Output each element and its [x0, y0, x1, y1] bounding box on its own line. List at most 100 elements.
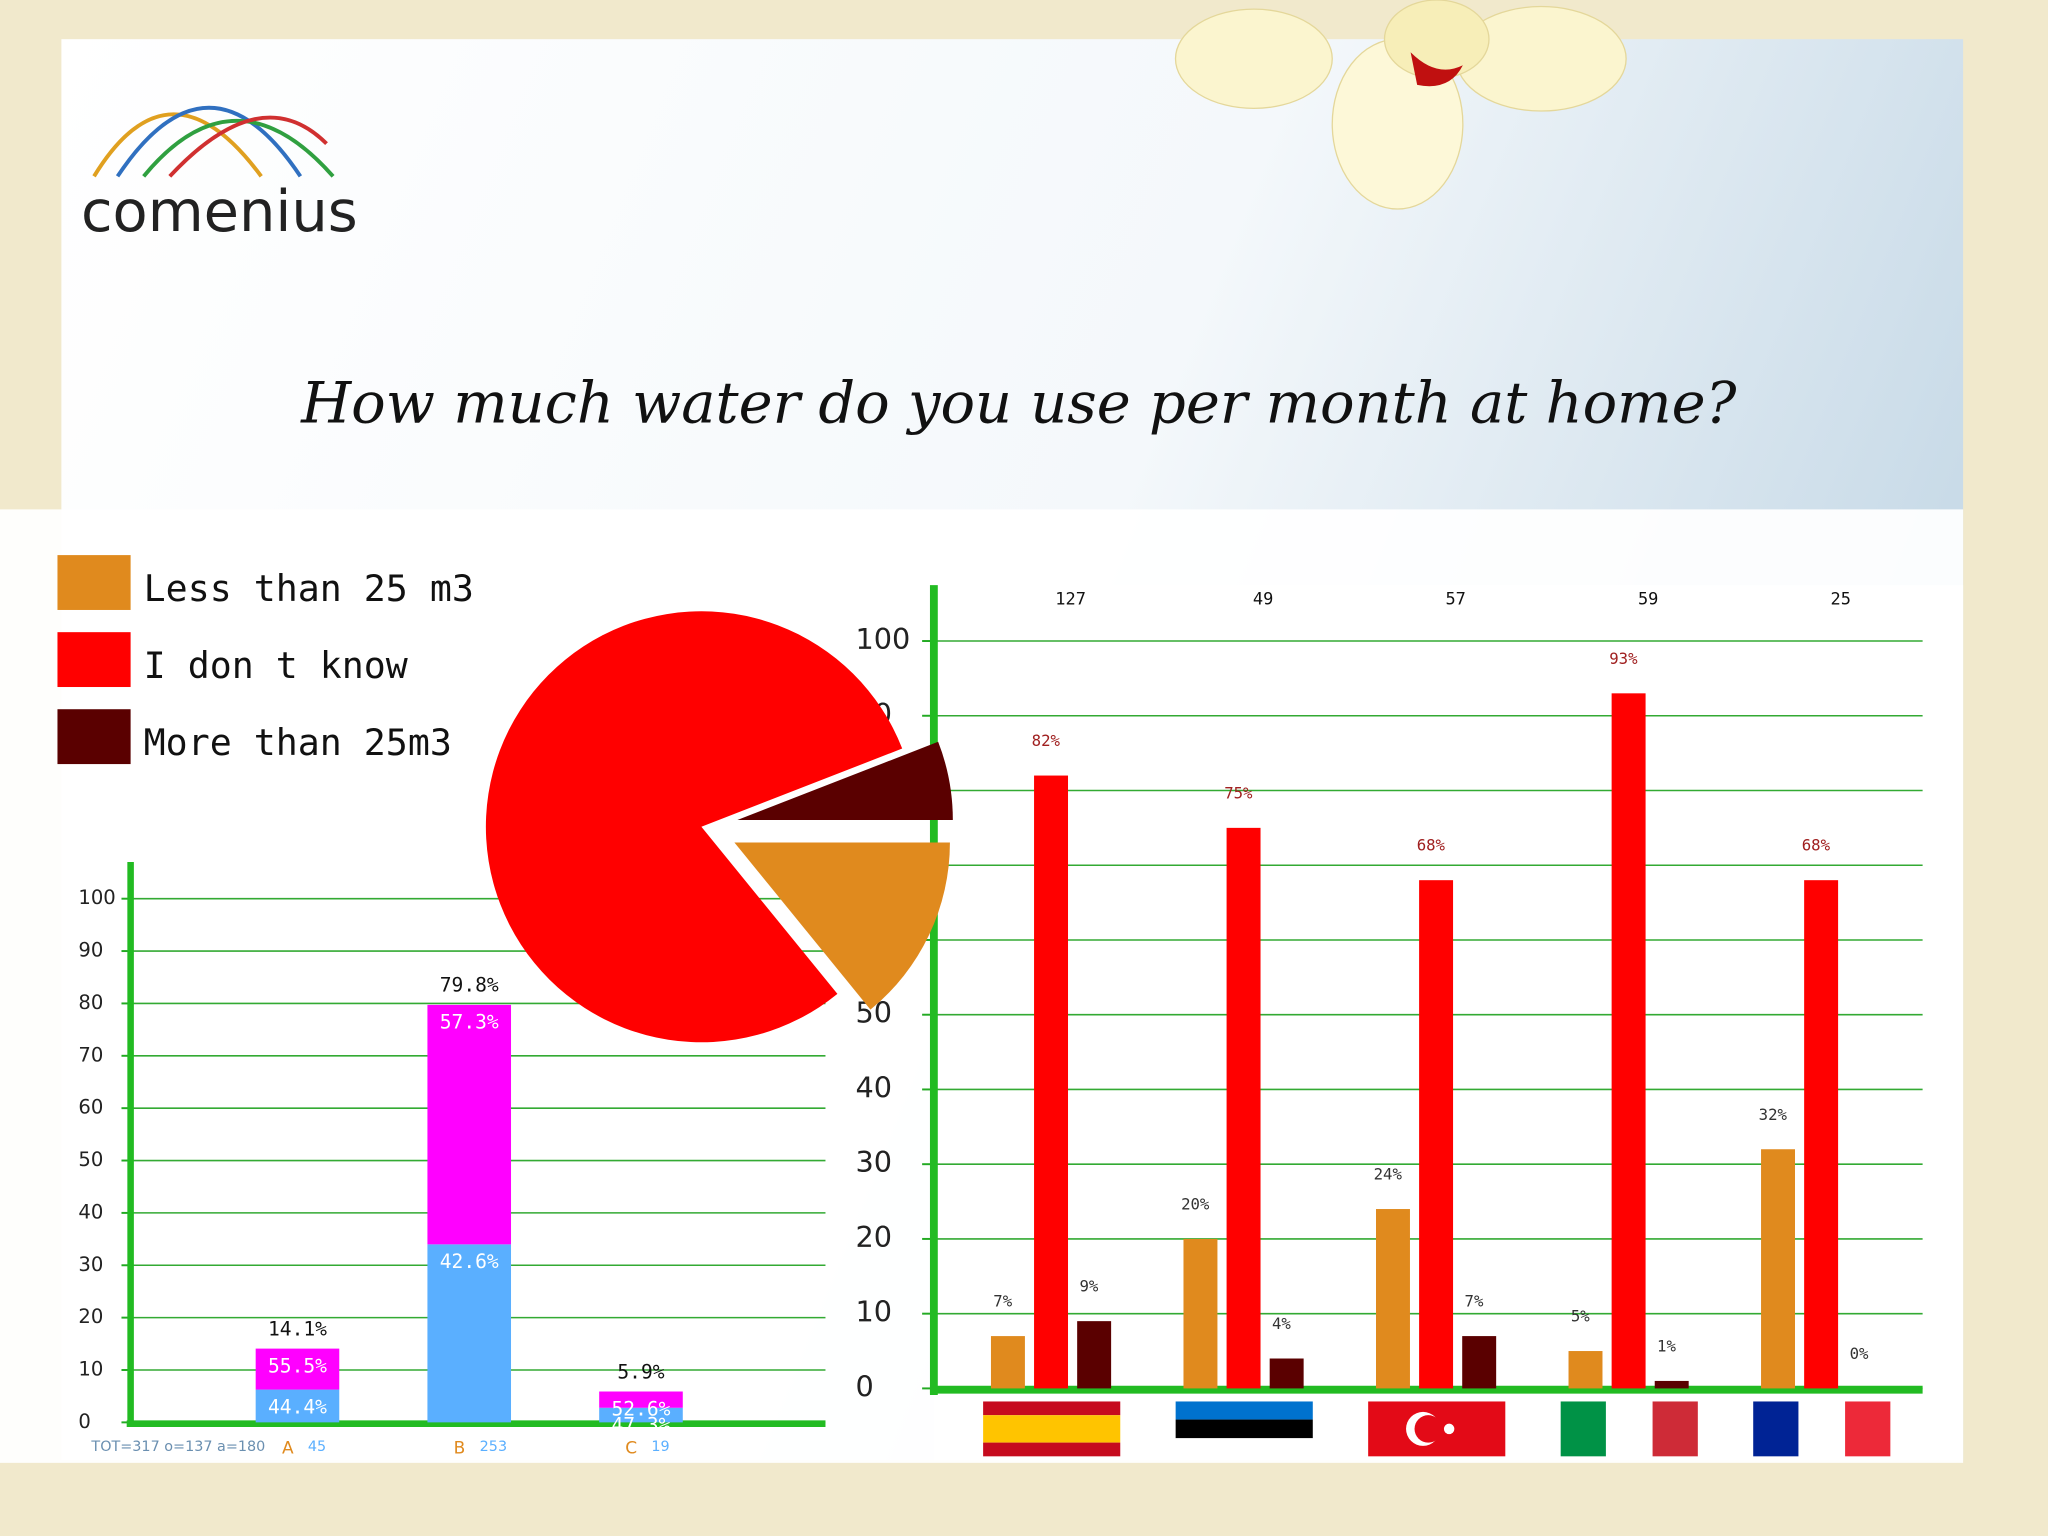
x-tick-label: A	[282, 1438, 294, 1458]
bar-label: 7%	[993, 1292, 1012, 1311]
segment-label: 47.3%	[612, 1414, 671, 1437]
bar-label: 82%	[1032, 731, 1061, 750]
bar-label: 32%	[1759, 1105, 1788, 1124]
bar-label: 5%	[1571, 1307, 1590, 1326]
bar	[1761, 1149, 1796, 1389]
legend-label: Less than 25 m3	[144, 567, 474, 610]
bar-segment	[255, 1389, 340, 1423]
segment-label: 57.3%	[440, 1011, 499, 1034]
y-tick-label: 0	[856, 1369, 874, 1403]
y-tick-label: 10	[856, 1295, 893, 1329]
group-total: 49	[1253, 590, 1273, 610]
legend-swatch	[57, 709, 131, 765]
group-total: 57	[1445, 590, 1465, 610]
flag-stripe	[1175, 1438, 1313, 1457]
y-tick-label: 0	[78, 1410, 90, 1433]
flag-stripe	[1652, 1401, 1698, 1457]
category-count: 19	[651, 1439, 669, 1455]
bar-label: 7%	[1465, 1292, 1484, 1311]
chart-footer: TOT=317 o=137 a=180	[90, 1439, 265, 1455]
group-total: 59	[1638, 590, 1658, 610]
bar	[1183, 1238, 1218, 1389]
segment-label: 55.5%	[268, 1354, 327, 1377]
bar-label: 9%	[1079, 1277, 1098, 1296]
flag-stripe	[1753, 1401, 1799, 1457]
bar	[1034, 775, 1069, 1389]
y-tick-label: 40	[856, 1070, 893, 1104]
y-tick-label: 100	[856, 622, 911, 656]
y-tick-label: 90	[78, 939, 103, 962]
bar-segment	[599, 1391, 683, 1408]
group-total: 127	[1055, 590, 1086, 610]
segment-label: 42.6%	[440, 1250, 499, 1273]
bar	[1376, 1209, 1410, 1389]
bar-label: 68%	[1802, 836, 1831, 855]
bar	[1419, 880, 1454, 1389]
group-total: 25	[1830, 590, 1850, 610]
bar-segment	[599, 1407, 683, 1423]
bar	[1611, 693, 1646, 1389]
y-tick-label: 80	[78, 991, 103, 1014]
bar	[1226, 827, 1261, 1389]
y-tick-label: 20	[78, 1305, 103, 1328]
legend-label: More than 25m3	[144, 721, 452, 764]
y-tick-label: 70	[78, 1043, 103, 1066]
logo-text: comenius	[81, 178, 358, 245]
bar-label: 68%	[1417, 836, 1446, 855]
slide-title: How much water do you use per month at h…	[300, 370, 1738, 437]
y-tick-label: 10	[78, 1358, 103, 1381]
logo-arcs	[92, 106, 335, 178]
bar-label: 79.8%	[440, 974, 499, 997]
bar	[1568, 1351, 1603, 1389]
bar-label: 20%	[1181, 1194, 1210, 1213]
flag-stripe	[983, 1401, 1121, 1416]
y-tick-label: 100	[78, 886, 115, 909]
flag-crescent-cut	[1414, 1415, 1442, 1443]
flag-stripe	[983, 1442, 1121, 1457]
legend-label: I don t know	[144, 644, 409, 687]
legend-swatch	[57, 632, 131, 688]
x-tick-label: B	[454, 1438, 466, 1458]
bar-label: 14.1%	[268, 1318, 327, 1341]
x-tick-label: C	[625, 1438, 637, 1458]
bar-segment	[427, 1004, 512, 1245]
bar-segment	[427, 1244, 512, 1423]
pie-slice	[485, 611, 903, 1043]
bar	[1077, 1321, 1112, 1389]
category-count: 253	[480, 1439, 507, 1455]
flag-stripe	[1798, 1401, 1846, 1457]
y-tick-label: 30	[856, 1145, 893, 1179]
flag-stripe	[1845, 1401, 1891, 1457]
bar-label: 75%	[1224, 783, 1253, 802]
bar	[1654, 1380, 1689, 1389]
bar-label: 1%	[1657, 1336, 1676, 1355]
bar-label: 24%	[1374, 1165, 1403, 1184]
bar	[1269, 1358, 1304, 1389]
segment-label: 44.4%	[268, 1395, 327, 1418]
bar-label: 0%	[1850, 1344, 1869, 1363]
bar	[1804, 880, 1839, 1389]
y-tick-label: 30	[78, 1253, 103, 1276]
flower	[1174, 0, 1627, 210]
flag-stripe	[983, 1415, 1121, 1443]
pie-slice	[737, 741, 953, 821]
bar	[990, 1336, 1025, 1389]
bar-label: 4%	[1272, 1314, 1291, 1333]
segment-label: 52.6%	[612, 1397, 671, 1420]
bar-segment	[255, 1348, 340, 1390]
flag-stripe	[1175, 1401, 1313, 1420]
y-tick-label: 60	[78, 1096, 103, 1119]
flag-stripe	[1175, 1419, 1313, 1439]
y-tick-label: 50	[78, 1148, 103, 1171]
legend-swatch	[57, 555, 131, 610]
category-count: 45	[308, 1439, 326, 1455]
y-tick-label: 20	[856, 1220, 893, 1254]
flag-stripe	[1560, 1401, 1606, 1457]
pie-slice	[734, 842, 950, 1010]
y-tick-label: 40	[78, 1200, 103, 1223]
bar-label: 5.9%	[617, 1361, 664, 1384]
bar	[1462, 1336, 1497, 1389]
flag-stripe	[1605, 1401, 1653, 1457]
